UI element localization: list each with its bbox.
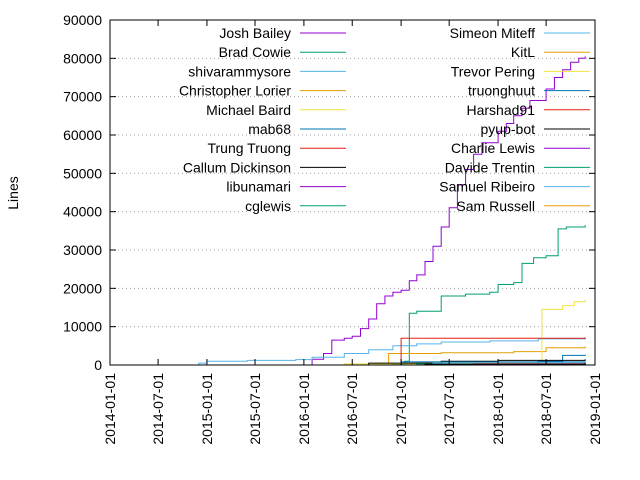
legend-label: Simeon Miteff bbox=[450, 25, 535, 41]
x-tick-label: 2017-07-01 bbox=[441, 373, 457, 445]
legend-label: truonghuut bbox=[468, 83, 535, 99]
y-tick-label: 20000 bbox=[63, 280, 102, 296]
legend-label: Charlie Lewis bbox=[451, 140, 535, 156]
x-tick-label: 2015-07-01 bbox=[247, 373, 263, 445]
y-tick-label: 10000 bbox=[63, 319, 102, 335]
x-tick-label: 2014-07-01 bbox=[150, 373, 166, 445]
legend-label: Josh Bailey bbox=[219, 25, 291, 41]
legend-label: libunamari bbox=[226, 179, 291, 195]
y-axis-label: Lines bbox=[5, 176, 21, 209]
legend-label: Callum Dickinson bbox=[183, 159, 291, 175]
y-tick-label: 30000 bbox=[63, 242, 102, 258]
legend-label: shivarammysore bbox=[188, 63, 291, 79]
legend-label: Trevor Pering bbox=[451, 63, 535, 79]
legend-label: cglewis bbox=[245, 198, 291, 214]
legend-label: KitL bbox=[511, 44, 535, 60]
legend-label: pyup-bot bbox=[481, 121, 536, 137]
x-tick-label: 2019-01-01 bbox=[587, 373, 603, 445]
series-line-2 bbox=[110, 338, 586, 366]
legend-label: Trung Truong bbox=[207, 140, 291, 156]
legend-label: Davide Trentin bbox=[445, 159, 535, 175]
y-axis: 0 10000 20000 30000 40000 50000 60000 70000 8000… bbox=[63, 12, 595, 373]
y-tick-label: 80000 bbox=[63, 50, 102, 66]
y-tick-label: 60000 bbox=[63, 127, 102, 143]
x-axis: 2014-01-01 2014-07-01 2015-01-01 2015-07-01… bbox=[102, 20, 603, 445]
y-tick-label: 50000 bbox=[63, 165, 102, 181]
y-tick-label: 40000 bbox=[63, 204, 102, 220]
x-tick-label: 2017-01-01 bbox=[393, 373, 409, 445]
series-line-0 bbox=[110, 56, 586, 366]
legend-label: Samuel Ribeiro bbox=[439, 179, 535, 195]
y-tick-label: 70000 bbox=[63, 89, 102, 105]
legend-label: Michael Baird bbox=[206, 102, 291, 118]
legend-label: Sam Russell bbox=[456, 198, 535, 214]
legend-label: Harshad91 bbox=[467, 102, 536, 118]
y-tick-label: 0 bbox=[94, 357, 102, 373]
legend: Josh Bailey Brad Cowie shivarammysore Chris… bbox=[179, 25, 590, 214]
grid-lines bbox=[110, 57, 595, 328]
x-tick-label: 2016-07-01 bbox=[344, 373, 360, 445]
legend-label: mab68 bbox=[248, 121, 291, 137]
x-tick-label: 2015-01-01 bbox=[199, 373, 215, 445]
x-tick-label: 2014-01-01 bbox=[102, 373, 118, 445]
series-line-1 bbox=[110, 225, 586, 366]
y-tick-label: 90000 bbox=[63, 12, 102, 28]
x-tick-label: 2018-01-01 bbox=[490, 373, 506, 445]
x-tick-label: 2016-01-01 bbox=[296, 373, 312, 445]
series-line-4 bbox=[110, 299, 586, 366]
legend-label: Brad Cowie bbox=[219, 44, 292, 60]
x-tick-label: 2018-07-01 bbox=[538, 373, 554, 445]
legend-label: Christopher Lorier bbox=[179, 83, 291, 99]
